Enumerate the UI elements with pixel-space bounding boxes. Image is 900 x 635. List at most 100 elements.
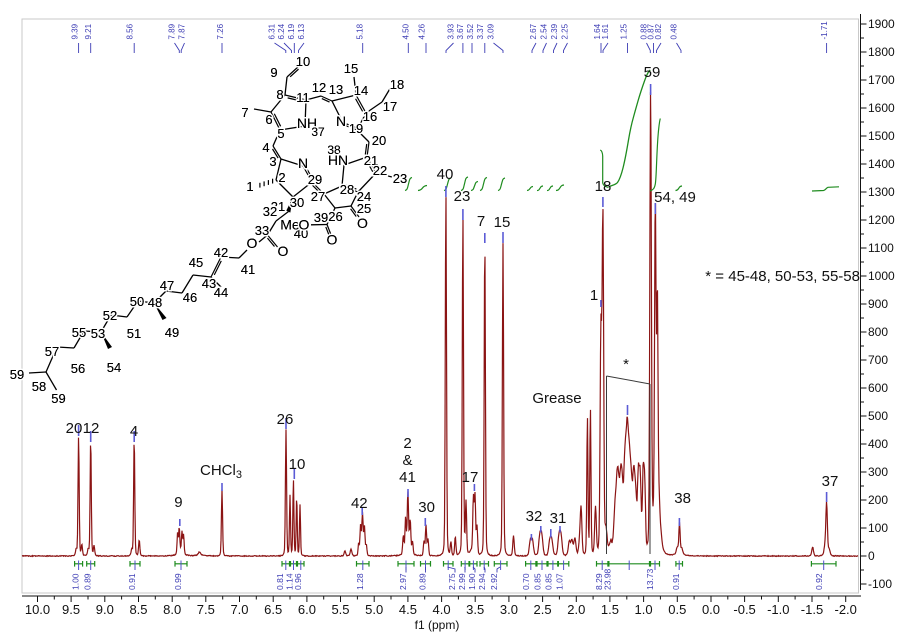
svg-text:28: 28 xyxy=(340,182,354,197)
svg-text:1.64: 1.64 xyxy=(593,23,602,39)
svg-text:20: 20 xyxy=(372,133,386,148)
svg-text:17: 17 xyxy=(462,469,479,486)
svg-text:-0.5: -0.5 xyxy=(733,602,755,617)
svg-text:43: 43 xyxy=(202,276,216,291)
svg-text:54, 49: 54, 49 xyxy=(654,189,696,206)
svg-text:40: 40 xyxy=(294,226,308,241)
svg-text:45: 45 xyxy=(189,255,203,270)
svg-text:53: 53 xyxy=(91,326,105,341)
svg-text:59: 59 xyxy=(51,391,65,406)
svg-text:0.99: 0.99 xyxy=(173,573,183,590)
svg-text:26: 26 xyxy=(328,209,342,224)
svg-text:3: 3 xyxy=(269,154,276,169)
svg-text:49: 49 xyxy=(165,325,179,340)
svg-text:13.73: 13.73 xyxy=(645,568,655,590)
svg-text:3.67: 3.67 xyxy=(456,23,465,39)
svg-text:1500: 1500 xyxy=(868,129,895,143)
svg-text:2: 2 xyxy=(403,435,411,452)
svg-text:12: 12 xyxy=(312,80,326,95)
svg-text:CHCl3: CHCl3 xyxy=(200,462,242,481)
svg-text:26: 26 xyxy=(328,209,342,224)
svg-text:0.91: 0.91 xyxy=(671,573,681,590)
svg-text:200: 200 xyxy=(868,493,888,507)
svg-text:6.24: 6.24 xyxy=(277,23,286,39)
svg-text:0.92: 0.92 xyxy=(814,573,824,590)
svg-text:1.5: 1.5 xyxy=(601,602,619,617)
svg-text:600: 600 xyxy=(868,381,888,395)
svg-text:Me: Me xyxy=(280,217,300,233)
svg-text:53: 53 xyxy=(91,326,105,341)
svg-text:13: 13 xyxy=(329,82,343,97)
svg-text:0.89: 0.89 xyxy=(83,573,93,590)
svg-text:0.89: 0.89 xyxy=(418,573,428,590)
svg-text:5.0: 5.0 xyxy=(365,602,383,617)
svg-text:1.90: 1.90 xyxy=(467,573,477,590)
svg-text:49: 49 xyxy=(165,325,179,340)
svg-text:0.81: 0.81 xyxy=(275,573,285,590)
svg-text:9.0: 9.0 xyxy=(96,602,114,617)
svg-text:0.0: 0.0 xyxy=(702,602,720,617)
svg-text:O: O xyxy=(247,235,258,251)
svg-text:44: 44 xyxy=(214,285,228,300)
svg-text:300: 300 xyxy=(868,465,888,479)
svg-text:N: N xyxy=(336,113,346,129)
svg-text:0.91: 0.91 xyxy=(127,573,137,590)
svg-text:O: O xyxy=(299,217,310,233)
svg-text:55: 55 xyxy=(72,325,86,340)
svg-text:6.5: 6.5 xyxy=(264,602,282,617)
svg-text:15: 15 xyxy=(494,214,511,231)
svg-text:N: N xyxy=(298,155,308,171)
svg-text:59: 59 xyxy=(644,64,661,81)
svg-text:800: 800 xyxy=(868,325,888,339)
svg-text:11: 11 xyxy=(296,90,310,105)
svg-text:7.5: 7.5 xyxy=(197,602,215,617)
svg-text:N: N xyxy=(298,155,308,171)
svg-text:2.94: 2.94 xyxy=(477,573,487,590)
svg-text:6: 6 xyxy=(265,112,272,127)
svg-text:52: 52 xyxy=(103,308,117,323)
svg-text:400: 400 xyxy=(868,437,888,451)
svg-text:37: 37 xyxy=(311,125,325,139)
svg-text:58: 58 xyxy=(32,379,46,394)
svg-text:-100: -100 xyxy=(868,577,892,591)
svg-text:21: 21 xyxy=(364,153,378,168)
svg-text:18: 18 xyxy=(595,178,612,195)
svg-text:7.0: 7.0 xyxy=(230,602,248,617)
svg-text:* = 45-48, 50-53, 55-58: * = 45-48, 50-53, 55-58 xyxy=(705,268,860,285)
svg-text:57: 57 xyxy=(45,344,59,359)
svg-text:O: O xyxy=(278,243,289,259)
svg-text:18: 18 xyxy=(390,77,404,92)
svg-text:1: 1 xyxy=(246,179,253,194)
svg-text:O: O xyxy=(299,217,310,233)
svg-text:54: 54 xyxy=(107,360,121,375)
svg-text:38: 38 xyxy=(327,143,341,157)
svg-text:10.0: 10.0 xyxy=(25,602,50,617)
svg-text:1.00: 1.00 xyxy=(71,573,81,590)
svg-text:23: 23 xyxy=(454,188,471,205)
svg-text:31: 31 xyxy=(550,510,567,527)
svg-text:2.75: 2.75 xyxy=(447,573,457,590)
svg-text:0.48: 0.48 xyxy=(670,23,679,39)
svg-text:28: 28 xyxy=(340,182,354,197)
svg-text:5.18: 5.18 xyxy=(356,23,365,39)
svg-text:1.14: 1.14 xyxy=(285,573,295,590)
svg-text:Me: Me xyxy=(280,217,300,233)
svg-text:3: 3 xyxy=(269,154,276,169)
svg-text:-2.0: -2.0 xyxy=(834,602,856,617)
svg-text:2.5: 2.5 xyxy=(534,602,552,617)
svg-text:0.5: 0.5 xyxy=(668,602,686,617)
svg-text:46: 46 xyxy=(183,290,197,305)
svg-text:37: 37 xyxy=(311,125,325,139)
svg-text:41: 41 xyxy=(399,469,416,486)
svg-text:3.09: 3.09 xyxy=(487,23,496,39)
svg-text:33: 33 xyxy=(255,223,269,238)
svg-text:1.61: 1.61 xyxy=(601,23,610,39)
svg-text:24: 24 xyxy=(357,189,371,204)
svg-text:16: 16 xyxy=(363,109,377,124)
svg-text:47: 47 xyxy=(160,278,174,293)
svg-text:5: 5 xyxy=(277,126,284,141)
svg-text:8: 8 xyxy=(276,87,283,102)
svg-text:32: 32 xyxy=(263,204,277,219)
svg-text:-1.71: -1.71 xyxy=(820,21,829,40)
svg-text:1.07: 1.07 xyxy=(555,573,565,590)
